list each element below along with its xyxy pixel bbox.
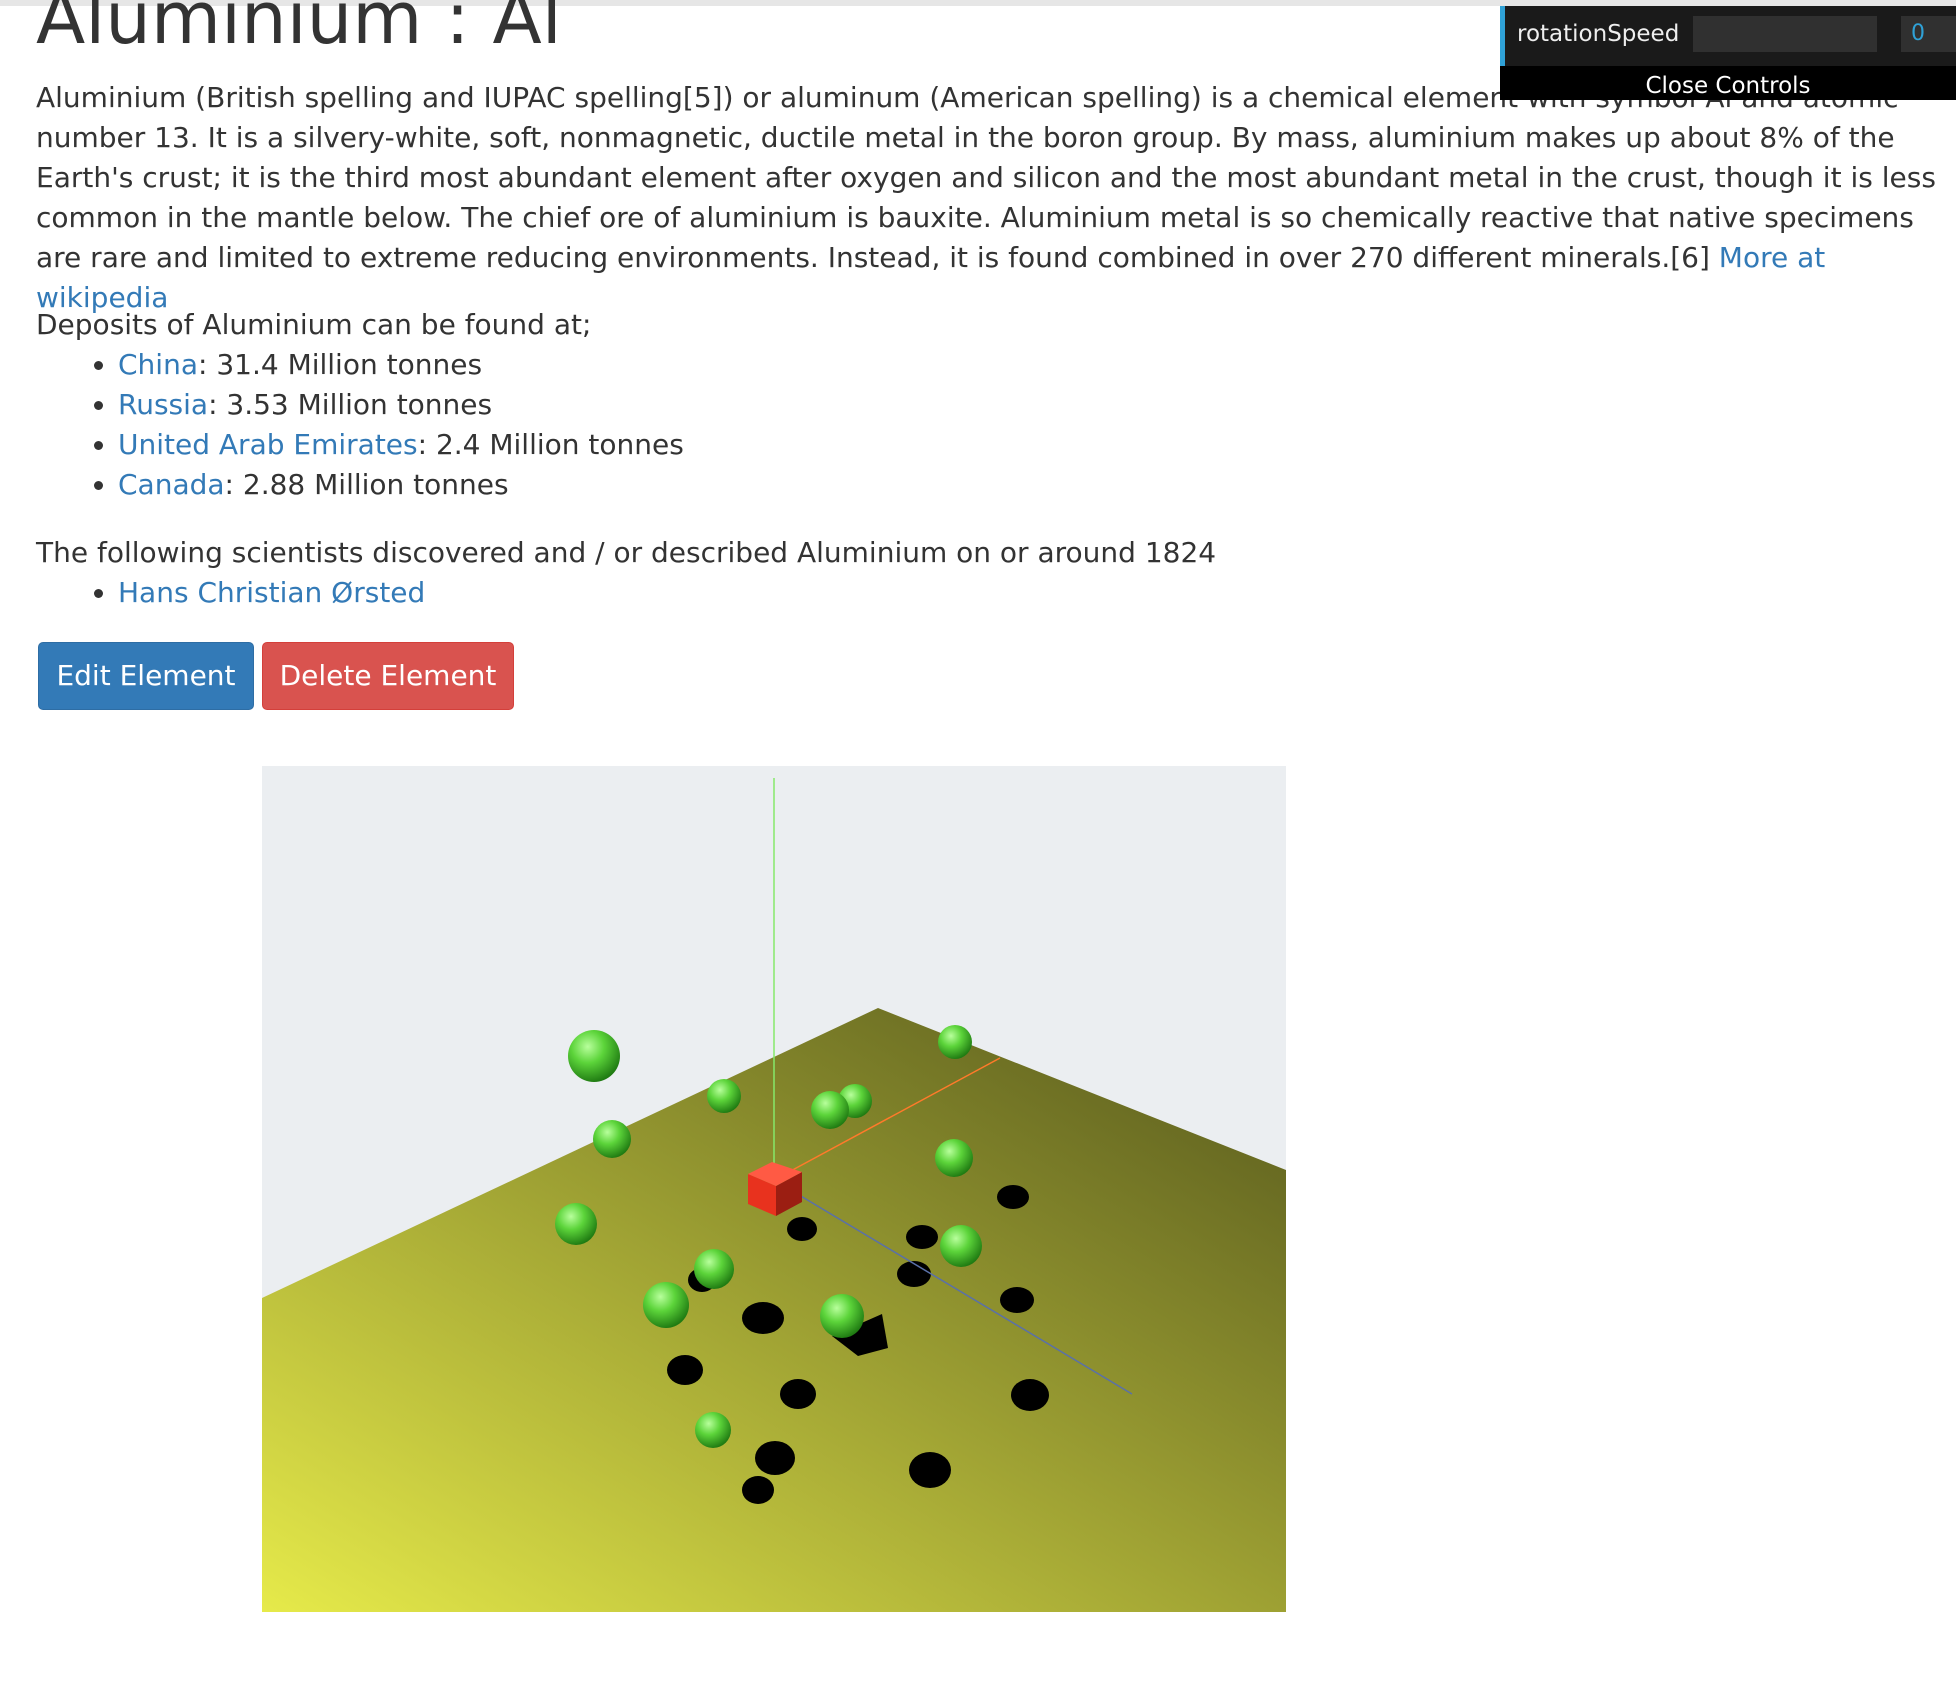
atom-3d-viewport[interactable] [262, 766, 1286, 1612]
sphere-shadow [909, 1452, 951, 1488]
electron-sphere [811, 1091, 849, 1129]
deposits-heading: Deposits of Aluminium can be found at; [36, 308, 592, 341]
electron-sphere [935, 1139, 973, 1177]
element-description: Aluminium (British spelling and IUPAC sp… [36, 78, 1936, 318]
electron-sphere [940, 1225, 982, 1267]
list-item: Russia: 3.53 Million tonnes [118, 385, 684, 425]
sphere-shadow [906, 1225, 938, 1249]
electron-sphere [695, 1412, 731, 1448]
list-item: China: 31.4 Million tonnes [118, 345, 684, 385]
cube-shadow [832, 1314, 888, 1356]
sphere-shadow [667, 1355, 703, 1385]
sphere-shadow [1011, 1379, 1049, 1411]
electron-sphere [694, 1249, 734, 1289]
electron-sphere [707, 1079, 741, 1113]
electron-sphere [820, 1294, 864, 1338]
deposit-amount: : 2.88 Million tonnes [224, 468, 509, 501]
deposits-list: China: 31.4 Million tonnes Russia: 3.53 … [36, 345, 684, 505]
sphere-shadow [755, 1441, 795, 1475]
scientist-link[interactable]: Hans Christian Ørsted [118, 576, 426, 609]
deposit-country-link[interactable]: Russia [118, 388, 209, 421]
deposit-amount: : 3.53 Million tonnes [208, 388, 493, 421]
sphere-shadow [997, 1185, 1029, 1209]
deposit-country-link[interactable]: China [118, 348, 198, 381]
sphere-shadow [787, 1217, 817, 1241]
sphere-shadow [897, 1261, 931, 1287]
sphere-shadow [1000, 1287, 1034, 1313]
electron-sphere [938, 1025, 972, 1059]
list-item: United Arab Emirates: 2.4 Million tonnes [118, 425, 684, 465]
scientists-heading: The following scientists discovered and … [36, 536, 1217, 569]
sphere-shadow [742, 1302, 784, 1334]
electron-sphere [593, 1120, 631, 1158]
scientists-list: Hans Christian Ørsted [36, 573, 425, 613]
sphere-shadow [742, 1476, 774, 1504]
window-top-edge [0, 0, 1956, 6]
wikipedia-link[interactable]: More at wikipedia [36, 241, 1826, 314]
sphere-shadow [780, 1379, 816, 1409]
delete-element-button[interactable]: Delete Element [262, 642, 514, 710]
list-item: Hans Christian Ørsted [118, 573, 425, 613]
axis-z-line [773, 1179, 1133, 1395]
rotation-speed-input[interactable] [1901, 16, 1956, 52]
deposit-amount: : 31.4 Million tonnes [197, 348, 483, 381]
electron-sphere [643, 1282, 689, 1328]
deposit-country-link[interactable]: United Arab Emirates [118, 428, 418, 461]
rotation-speed-control: rotationSpeed [1500, 6, 1956, 66]
electron-group [555, 1025, 982, 1448]
electron-sphere [555, 1203, 597, 1245]
rotation-speed-slider[interactable] [1693, 16, 1877, 52]
list-item: Canada: 2.88 Million tonnes [118, 465, 684, 505]
shadow-group [667, 1185, 1049, 1504]
deposit-country-link[interactable]: Canada [118, 468, 225, 501]
edit-element-button[interactable]: Edit Element [38, 642, 254, 710]
page-title: Aluminium : Al [36, 0, 562, 60]
electron-sphere [568, 1030, 620, 1082]
deposit-amount: : 2.4 Million tonnes [417, 428, 684, 461]
close-controls-button[interactable]: Close Controls [1645, 73, 1811, 99]
controls-panel: rotationSpeed Close Controls [1500, 6, 1956, 100]
description-text: Aluminium (British spelling and IUPAC sp… [36, 81, 1936, 274]
nucleus-cube [748, 1162, 802, 1216]
rotation-speed-label: rotationSpeed [1517, 21, 1680, 47]
axis-x-line [773, 1057, 1001, 1181]
